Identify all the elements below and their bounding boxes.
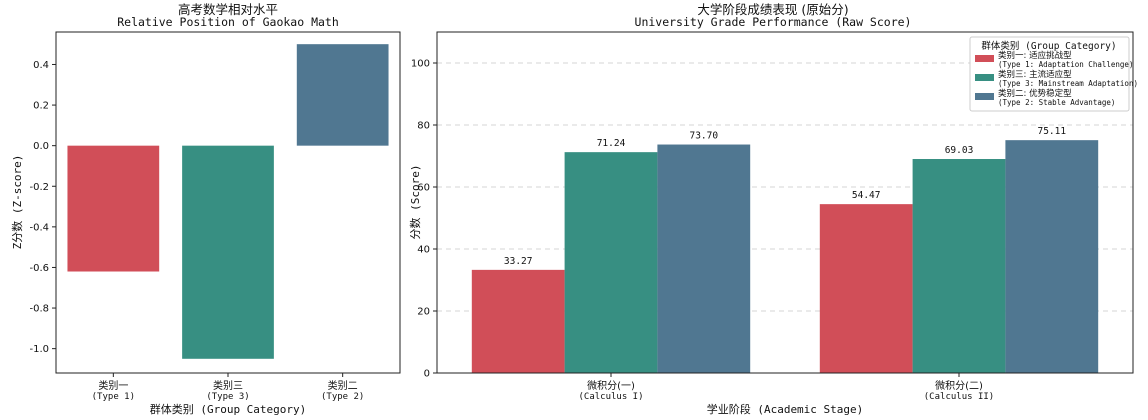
y-tick-label: -0.4 — [29, 222, 49, 233]
x-ticks: 类别一(Type 1) 类别三(Type 3) 类别二(Type 2) — [92, 373, 364, 402]
chart-subtitle: Relative Position of Gaokao Math — [117, 15, 339, 29]
bar — [67, 145, 160, 272]
y-axis-label: 分数 (Score) — [409, 165, 422, 240]
y-tick-label: 0.4 — [33, 60, 49, 71]
x-tick-sublabel: (Type 3) — [206, 392, 249, 402]
legend-sublabel: (Type 2: Stable Advantage) — [998, 98, 1115, 107]
bars-group — [67, 44, 389, 359]
x-tick-label: 微积分(一) — [587, 379, 635, 392]
legend-sublabel: (Type 3: Mainstream Adaptation) — [998, 79, 1138, 88]
chart-subtitle: University Grade Performance (Raw Score) — [635, 15, 912, 29]
bar — [912, 159, 1006, 373]
x-tick-label: 类别二 — [328, 379, 358, 392]
legend-label: 类别三: 主流适应型 — [998, 69, 1072, 80]
legend-items: 类别一: 适应挑战型(Type 1: Adaptation Challenge)… — [975, 50, 1138, 107]
legend-sublabel: (Type 1: Adaptation Challenge) — [998, 60, 1133, 69]
data-label: 75.11 — [1037, 126, 1066, 137]
legend-swatch — [975, 55, 994, 62]
legend-box — [969, 36, 1130, 112]
data-label: 54.47 — [852, 190, 881, 201]
x-tick-sublabel: (Calculus II) — [924, 392, 994, 402]
bar — [182, 145, 274, 359]
y-axis-label: Z分数 (Z-score) — [11, 155, 24, 250]
bar — [1005, 140, 1099, 373]
bar — [657, 144, 751, 373]
y-tick-label: 0.0 — [33, 141, 49, 152]
x-tick-label: 微积分(二) — [935, 379, 983, 392]
y-tick-label: 0 — [424, 369, 430, 380]
data-label: 73.70 — [689, 131, 718, 142]
legend-label: 类别二: 优势稳定型 — [998, 88, 1072, 99]
y-tick-label: -0.8 — [29, 304, 49, 315]
y-tick-label: 40 — [417, 245, 430, 256]
x-axis-label: 学业阶段 (Academic Stage) — [707, 402, 864, 416]
y-tick-label: -0.6 — [29, 263, 49, 274]
legend-title: 群体类别 (Group Category) — [981, 40, 1116, 52]
x-tick-label: 类别一 — [98, 379, 128, 392]
legend-label: 类别一: 适应挑战型 — [998, 50, 1072, 61]
bar — [564, 152, 658, 373]
y-tick-label: 20 — [417, 307, 430, 318]
bars-group: 33.27 71.24 73.70 54.47 69.03 75.11 — [471, 126, 1099, 373]
legend-swatch — [975, 74, 994, 81]
bar — [296, 44, 389, 146]
bar — [819, 204, 913, 373]
x-tick-sublabel: (Type 2) — [321, 392, 364, 402]
y-tick-label: 60 — [417, 183, 430, 194]
plot-frame — [436, 31, 1134, 374]
chart-title: 大学阶段成绩表现 (原始分) — [697, 2, 848, 17]
y-tick-label: 80 — [417, 121, 430, 132]
y-ticks: 0 20 40 60 80 100 — [411, 59, 437, 380]
bar — [471, 269, 565, 373]
y-tick-label: 100 — [411, 59, 430, 70]
x-tick-sublabel: (Type 1) — [92, 392, 135, 402]
x-axis-label: 群体类别 (Group Category) — [150, 402, 307, 416]
y-tick-label: -1.0 — [29, 344, 49, 355]
x-tick-label: 类别三 — [213, 379, 243, 392]
y-ticks: -1.0 -0.8 -0.6 -0.4 -0.2 0.0 0.2 0.4 — [29, 60, 56, 355]
data-label: 71.24 — [597, 138, 626, 149]
chart-title: 高考数学相对水平 — [178, 2, 278, 17]
chart-university-scores: 大学阶段成绩表现 (原始分) University Grade Performa… — [409, 2, 1138, 416]
y-tick-label: -0.2 — [29, 182, 49, 193]
y-tick-label: 0.2 — [33, 101, 49, 112]
chart-gaokao-zscore: 高考数学相对水平 Relative Position of Gaokao Mat… — [11, 2, 401, 416]
data-label: 69.03 — [945, 145, 974, 156]
legend: 群体类别 (Group Category) 类别一: 适应挑战型(Type 1:… — [969, 36, 1138, 112]
x-tick-sublabel: (Calculus I) — [578, 392, 643, 402]
x-ticks: 微积分(一)(Calculus I) 微积分(二)(Calculus II) — [578, 373, 994, 402]
legend-swatch — [975, 93, 994, 100]
data-label: 33.27 — [504, 256, 533, 267]
